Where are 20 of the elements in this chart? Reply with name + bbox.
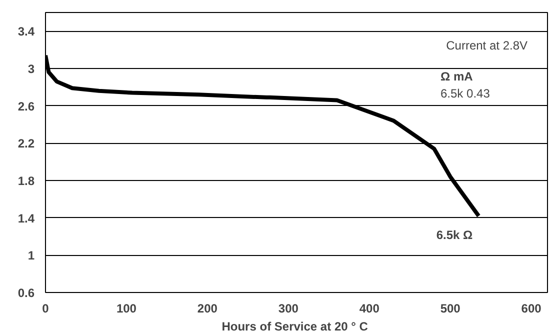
y-tick-label: 2.6: [18, 99, 35, 114]
y-tick-label: 1: [28, 248, 35, 263]
y-tick-label: 1.4: [18, 211, 35, 226]
y-tick-label: 3.4: [18, 24, 35, 39]
annotation: Current at 2.8V: [446, 38, 528, 52]
y-tick-label: 2.2: [18, 136, 35, 151]
x-tick-label: 0: [42, 302, 50, 316]
annotation: 6.5k 0.43: [440, 86, 490, 100]
x-tick-label: 500: [440, 302, 461, 316]
y-tick-label: 3: [28, 62, 35, 76]
y-tick-label: 0.6: [18, 286, 35, 300]
x-tick-label: 600: [521, 302, 542, 316]
x-tick-label: 400: [359, 302, 380, 316]
x-tick-label: 300: [278, 302, 299, 316]
x-axis-title: Hours of Service at 20 ° C: [222, 320, 368, 334]
annotation: Ω mA: [440, 70, 474, 84]
x-tick-label: 200: [197, 302, 218, 316]
y-tick-label: 1.8: [18, 174, 35, 188]
x-tick-label: 100: [116, 302, 137, 316]
annotation: 6.5k Ω: [436, 228, 474, 242]
